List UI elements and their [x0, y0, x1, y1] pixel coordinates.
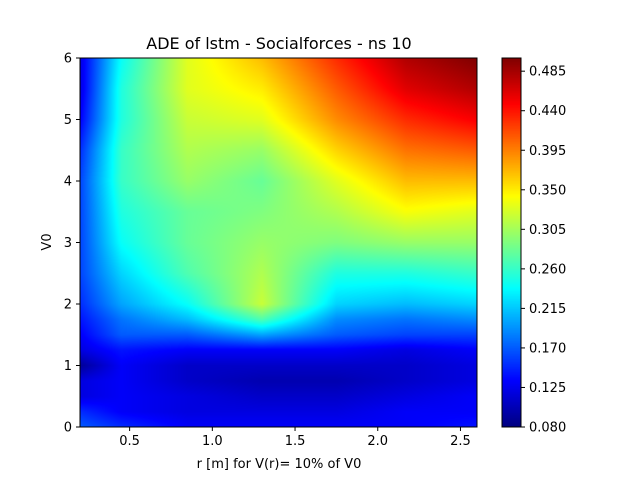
y-axis-title: V0 — [40, 233, 55, 250]
plot-area — [79, 57, 478, 428]
colorbar: 0.080 0.125 0.170 0.215 0.260 0.305 0.350 0.395… — [501, 57, 566, 436]
colorbar-tick-label: 0.125 — [529, 381, 566, 396]
colorbar-ticks: 0.080 0.125 0.170 0.215 0.260 0.305 0.350 0.395… — [521, 65, 566, 436]
colorbar-tick-label: 0.305 — [529, 223, 566, 238]
x-axis: 0.5 1.0 1.5 2.0 2.5 — [119, 427, 471, 449]
colorbar-tick-label: 0.215 — [529, 302, 566, 317]
x-tick-label: 0.5 — [119, 434, 140, 449]
x-axis-title: r [m] for V(r)= 10% of V0 — [197, 457, 362, 472]
y-axis: 0 1 2 3 4 5 6 — [64, 52, 80, 436]
colorbar-gradient — [502, 58, 521, 427]
x-tick-label: 2.0 — [367, 434, 388, 449]
heatmap-surface — [80, 58, 477, 427]
y-tick-label: 1 — [64, 359, 72, 374]
colorbar-tick-label: 0.260 — [529, 262, 566, 277]
y-tick-label: 3 — [64, 236, 72, 251]
y-tick-label: 6 — [64, 52, 72, 67]
colorbar-tick-label: 0.440 — [529, 104, 566, 119]
x-tick-label: 1.0 — [202, 434, 223, 449]
chart-title: ADE of lstm - Socialforces - ns 10 — [146, 34, 411, 53]
x-tick-label: 1.5 — [285, 434, 306, 449]
y-tick-label: 2 — [64, 298, 72, 313]
colorbar-frame — [501, 57, 522, 428]
colorbar-tick-label: 0.080 — [529, 421, 566, 436]
colorbar-tick-label: 0.170 — [529, 341, 566, 356]
colorbar-tick-label: 0.485 — [529, 65, 566, 80]
colorbar-tick-label: 0.395 — [529, 144, 566, 159]
colorbar-tick-label: 0.350 — [529, 183, 566, 198]
y-tick-label: 0 — [64, 421, 72, 436]
y-tick-label: 5 — [64, 113, 72, 128]
x-tick-label: 2.5 — [450, 434, 471, 449]
y-tick-label: 4 — [64, 175, 72, 190]
